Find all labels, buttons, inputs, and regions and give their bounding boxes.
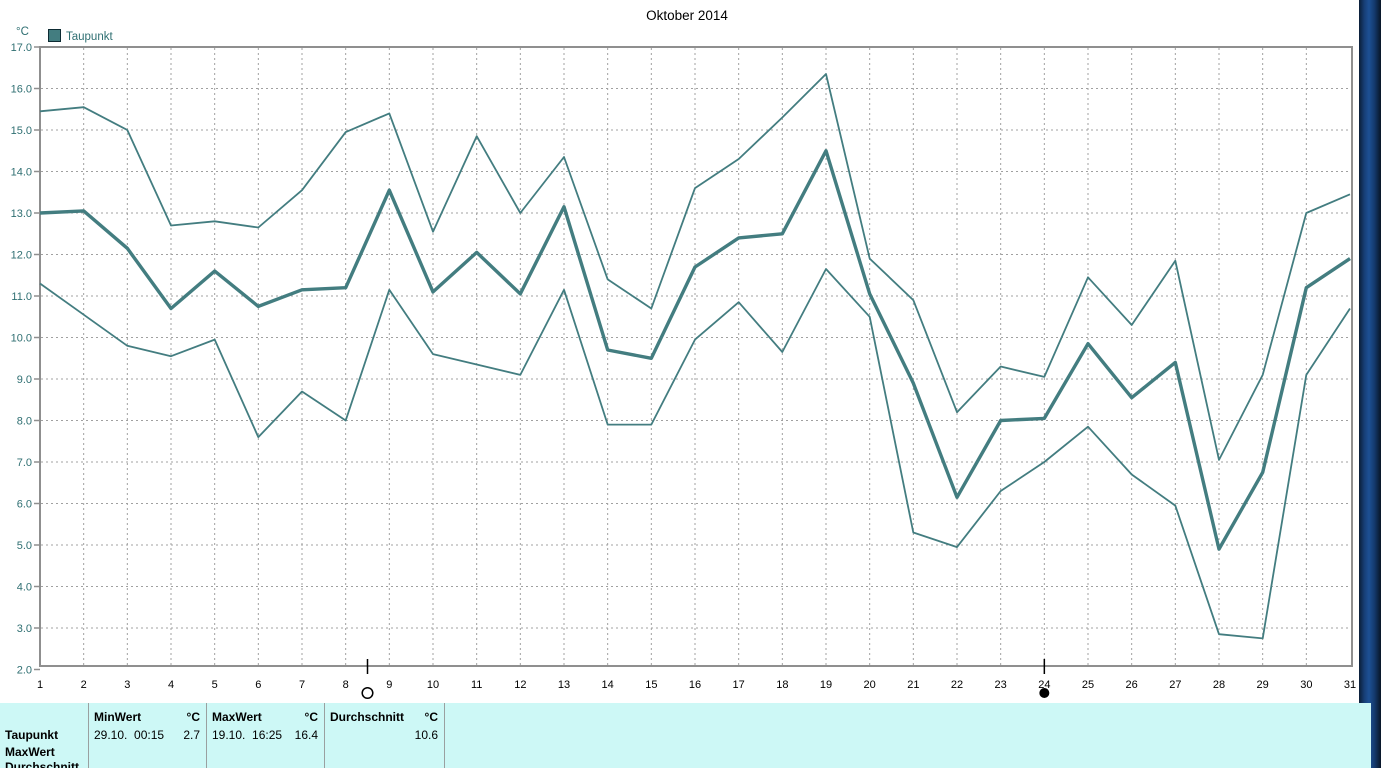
stats-separator [206, 703, 207, 768]
stats-min-unit: °C [186, 710, 200, 724]
series-line-min [39, 268, 1351, 640]
stats-min-value: 2.7 [183, 728, 200, 742]
x-tick-label: 15 [645, 679, 657, 691]
stats-avg-header: Durchschnitt [330, 710, 405, 724]
x-tick-label: 11 [471, 679, 482, 691]
x-axis-ticks: 1 2 3 4 5 6 7 8 9 10 11 12 13 14 15 16 17 18 19 20 21 22 23 24 2… [37, 679, 1356, 691]
x-tick-label: 28 [1213, 679, 1225, 691]
gridlines [41, 48, 1351, 665]
stats-separator [88, 703, 89, 768]
x-tick-label: 21 [907, 679, 919, 691]
y-axis-ticks: 17.0 16.0 15.0 14.0 13.0 12.0 11.0 10.0 9.0 8.0 7.… [11, 42, 40, 677]
y-tick-label: 10.0 [11, 333, 32, 345]
stats-separator [444, 703, 445, 768]
x-tick-label: 31 [1344, 679, 1356, 691]
x-tick-label: 5 [212, 679, 218, 691]
y-tick-label: 17.0 [11, 42, 32, 54]
stats-row-label-maxwert: MaxWert [5, 745, 55, 759]
x-tick-label: 23 [995, 679, 1007, 691]
stats-max-time: 19.10. 16:25 [212, 728, 283, 742]
x-tick-label: 13 [558, 679, 570, 691]
x-tick-label: 19 [820, 679, 832, 691]
series-line-durchschnitt [39, 149, 1351, 551]
stats-max-value: 16.4 [294, 728, 318, 742]
chart-title: Oktober 2014 [646, 8, 728, 23]
x-tick-label: 27 [1169, 679, 1181, 691]
x-tick-label: 26 [1126, 679, 1138, 691]
y-tick-label: 7.0 [17, 457, 32, 469]
y-tick-label: 14.0 [11, 167, 32, 179]
stats-avg-value: 10.6 [414, 728, 438, 742]
y-tick-label: 4.0 [17, 582, 32, 594]
stats-min-header: MinWert [94, 710, 142, 724]
y-tick-label: 5.0 [17, 540, 32, 552]
x-tick-label: 24 [1038, 679, 1050, 691]
legend: Taupunkt [48, 29, 113, 43]
stats-max-header: MaxWert [212, 710, 262, 724]
x-tick-label: 4 [168, 679, 174, 691]
y-tick-label: 2.0 [17, 665, 32, 677]
plot-border [39, 46, 1353, 667]
x-tick-label: 6 [255, 679, 261, 691]
x-tick-label: 20 [864, 679, 876, 691]
new-moon-icon [1039, 688, 1050, 698]
line-chart-canvas: 17.016.015.014.013.012.011.010.09.08.07.… [11, 42, 1356, 700]
x-tick-label: 22 [951, 679, 963, 691]
legend-label-taupunkt: Taupunkt [66, 31, 113, 43]
y-tick-label: 3.0 [17, 623, 32, 635]
x-tick-label: 14 [602, 679, 614, 691]
x-tick-label: 9 [386, 679, 392, 691]
x-tick-label: 30 [1300, 679, 1312, 691]
window-edge-strip [1359, 0, 1381, 768]
y-tick-label: 8.0 [17, 416, 32, 428]
stats-row-label-taupunkt: Taupunkt [5, 728, 59, 742]
y-tick-label: 6.0 [17, 499, 32, 511]
y-tick-label: 16.0 [11, 84, 32, 96]
y-tick-label: 12.0 [11, 250, 32, 262]
stats-separator [324, 703, 325, 768]
x-tick-label: 12 [514, 679, 526, 691]
stats-max-unit: °C [304, 710, 318, 724]
x-tick-label: 3 [124, 679, 130, 691]
x-tick-label: 25 [1082, 679, 1094, 691]
y-tick-label: 15.0 [11, 125, 32, 137]
x-tick-label: 17 [733, 679, 745, 691]
y-tick-label: 9.0 [17, 374, 32, 386]
y-axis-unit-label: °C [16, 26, 29, 38]
series-line-max [39, 73, 1351, 461]
legend-swatch-icon [48, 29, 61, 42]
stats-panel: Taupunkt MaxWert Durchschnitt MinWert °C… [0, 703, 1371, 768]
stats-min-time: 29.10. 00:15 [94, 728, 165, 742]
x-tick-label: 7 [299, 679, 305, 691]
y-tick-label: 13.0 [11, 208, 32, 220]
stats-avg-unit: °C [424, 710, 438, 724]
x-tick-label: 16 [689, 679, 701, 691]
full-moon-icon [361, 686, 374, 700]
x-tick-label: 29 [1257, 679, 1269, 691]
x-tick-label: 8 [343, 679, 349, 691]
stats-row-label-durchschnitt: Durchschnitt [5, 760, 80, 768]
x-tick-label: 1 [37, 679, 43, 691]
x-tick-label: 2 [81, 679, 87, 691]
y-tick-label: 11.0 [11, 291, 32, 303]
x-tick-label: 10 [427, 679, 439, 691]
x-tick-label: 18 [776, 679, 788, 691]
